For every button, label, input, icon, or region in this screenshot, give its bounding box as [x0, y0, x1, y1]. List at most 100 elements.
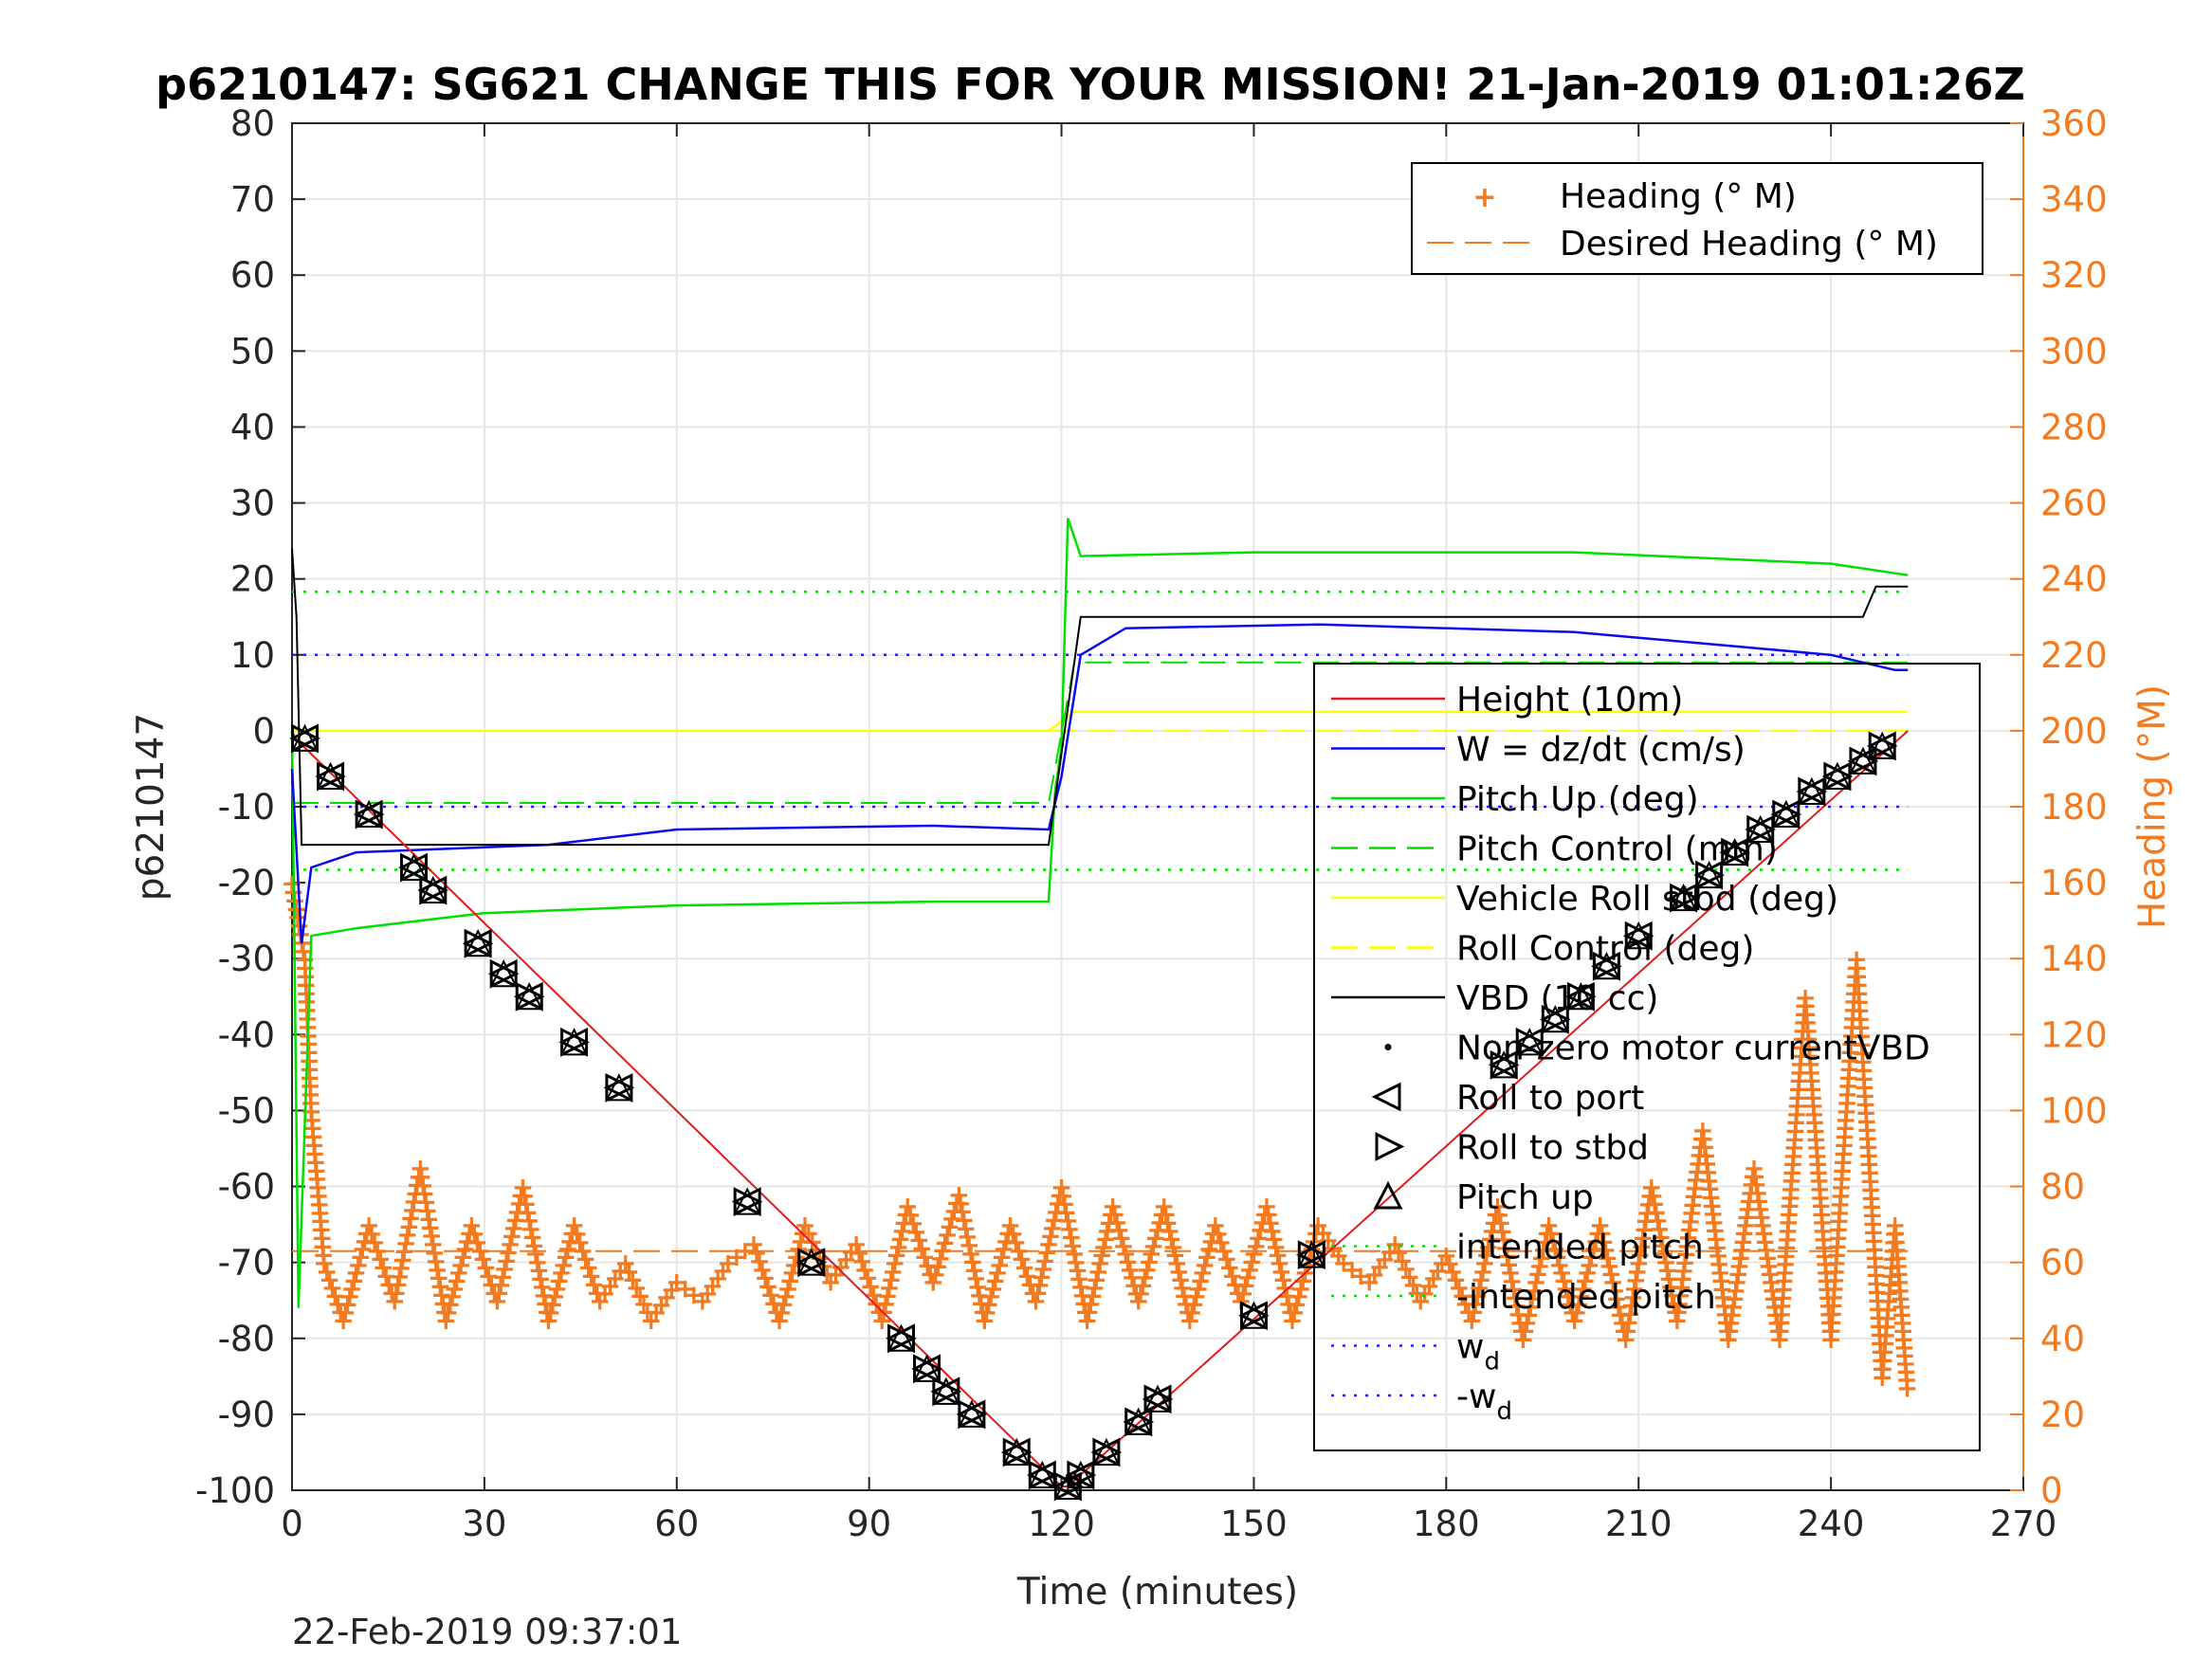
- legend-item-7-label: Non-zero motor currentVBD: [1456, 1030, 1930, 1068]
- x-tick-label: 60: [654, 1504, 699, 1544]
- heading-point: +: [404, 1177, 426, 1209]
- heading-point: +: [636, 1296, 658, 1327]
- heading-point: +: [650, 1289, 672, 1321]
- heading-point: +: [1134, 1262, 1156, 1293]
- legend-desired-heading-label: Desired Heading (° M): [1560, 225, 1938, 264]
- heading-point: +: [1035, 1236, 1057, 1267]
- heading-point: +: [302, 1112, 323, 1143]
- legend-item-8-label: Roll to port: [1456, 1079, 1644, 1118]
- heading-point: +: [1540, 1217, 1562, 1249]
- legend-item-4-label: Vehicle Roll stbd (deg): [1456, 880, 1838, 919]
- heading-point: +: [1082, 1280, 1104, 1311]
- heading-point: +: [1510, 1315, 1532, 1346]
- heading-point: +: [383, 1285, 405, 1317]
- heading-point: +: [1221, 1260, 1243, 1291]
- y-tick-label: -100: [195, 1470, 275, 1511]
- heading-point: +: [1027, 1277, 1049, 1308]
- heading-point: +: [327, 1288, 349, 1320]
- y-right-tick-label: 0: [2040, 1470, 2063, 1511]
- heading-point: +: [472, 1243, 494, 1274]
- heading-point: +: [1553, 1265, 1575, 1296]
- heading-point: +: [360, 1218, 382, 1249]
- heading-point: +: [1161, 1223, 1182, 1254]
- heading-point: +: [991, 1241, 1013, 1272]
- heading-point: +: [996, 1217, 1018, 1249]
- y-tick-label: -60: [218, 1167, 275, 1208]
- heading-point: +: [1435, 1240, 1457, 1271]
- heading-point: +: [939, 1211, 960, 1242]
- heading-point: +: [697, 1278, 719, 1309]
- heading-point: +: [614, 1248, 636, 1279]
- heading-point: +: [850, 1245, 872, 1276]
- heading-point: +: [449, 1249, 471, 1280]
- heading-point: +: [466, 1226, 488, 1257]
- x-axis-ticks: 0 30 60 90 120 150 180 210 240 270: [281, 123, 2057, 1544]
- heading-point: +: [1019, 1268, 1041, 1300]
- heading-point: +: [366, 1234, 388, 1266]
- heading-point: +: [1189, 1265, 1211, 1296]
- y-tick-label: -10: [218, 787, 275, 828]
- heading-point: +: [444, 1272, 466, 1304]
- x-tick-label: 240: [1798, 1504, 1865, 1544]
- heading-point: +: [1496, 1240, 1518, 1271]
- heading-point: +: [508, 1188, 530, 1219]
- heading-point: +: [1534, 1226, 1556, 1257]
- legend-item-5-label: Roll Control (deg): [1456, 930, 1754, 969]
- heading-point: +: [427, 1253, 448, 1285]
- heading-point: +: [1289, 1272, 1311, 1304]
- heading-point: +: [408, 1160, 430, 1192]
- heading-point: +: [302, 1121, 324, 1152]
- heading-point: +: [544, 1281, 566, 1312]
- heading-point: +: [768, 1304, 790, 1336]
- y-right-tick-label: 140: [2040, 939, 2108, 979]
- heading-point: +: [825, 1259, 847, 1290]
- heading-point: +: [387, 1268, 409, 1300]
- heading-point: +: [972, 1296, 994, 1327]
- heading-point: +: [319, 1264, 340, 1295]
- heading-point: +: [1536, 1217, 1558, 1249]
- y-tick-label: 50: [230, 331, 275, 372]
- heading-point: +: [430, 1270, 451, 1302]
- heading-point: +: [548, 1265, 570, 1296]
- heading-point: +: [1487, 1191, 1508, 1222]
- heading-point: +: [1043, 1204, 1065, 1235]
- heading-point: +: [561, 1217, 583, 1249]
- heading-point: +: [439, 1288, 461, 1320]
- heading-point: +: [292, 935, 314, 966]
- heading-point: +: [296, 986, 318, 1017]
- heading-point: +: [352, 1233, 374, 1265]
- heading-point: +: [347, 1249, 369, 1280]
- heading-point: +: [385, 1277, 407, 1308]
- heading-point: +: [422, 1229, 444, 1260]
- heading-point: +: [1448, 1272, 1470, 1304]
- timestamp: 22-Feb-2019 09:37:01: [292, 1612, 682, 1652]
- heading-point: +: [779, 1265, 801, 1296]
- heading-point: +: [1143, 1230, 1164, 1261]
- heading-point: +: [1106, 1206, 1127, 1237]
- heading-point: +: [1119, 1253, 1141, 1285]
- heading-point: +: [1477, 1231, 1499, 1263]
- heading-point: +: [1277, 1288, 1299, 1320]
- heading-point: +: [891, 1214, 913, 1246]
- heading-point: +: [1284, 1296, 1306, 1327]
- heading-point: +: [1196, 1241, 1217, 1272]
- heading-point: +: [512, 1172, 534, 1203]
- heading-point: +: [448, 1257, 469, 1288]
- heading-point: +: [920, 1258, 941, 1289]
- heading-point: +: [1491, 1215, 1513, 1247]
- heading-point: +: [809, 1242, 831, 1273]
- heading-point: +: [1232, 1277, 1253, 1308]
- heading-point: +: [484, 1277, 505, 1308]
- legend-item-7-swatch: [1384, 1044, 1392, 1050]
- chart-title: p6210147: SG621 CHANGE THIS FOR YOUR MIS…: [155, 59, 2025, 110]
- heading-point: +: [1252, 1206, 1273, 1237]
- heading-point: +: [1438, 1248, 1460, 1279]
- heading-point: +: [604, 1263, 626, 1294]
- heading-point: +: [765, 1296, 787, 1327]
- heading-point: +: [1049, 1179, 1070, 1211]
- heading-point: +: [389, 1260, 411, 1291]
- y-right-tick-label: 80: [2040, 1167, 2085, 1208]
- heading-point: +: [1078, 1296, 1100, 1327]
- heading-point: +: [580, 1260, 602, 1291]
- heading-point: +: [1312, 1217, 1334, 1249]
